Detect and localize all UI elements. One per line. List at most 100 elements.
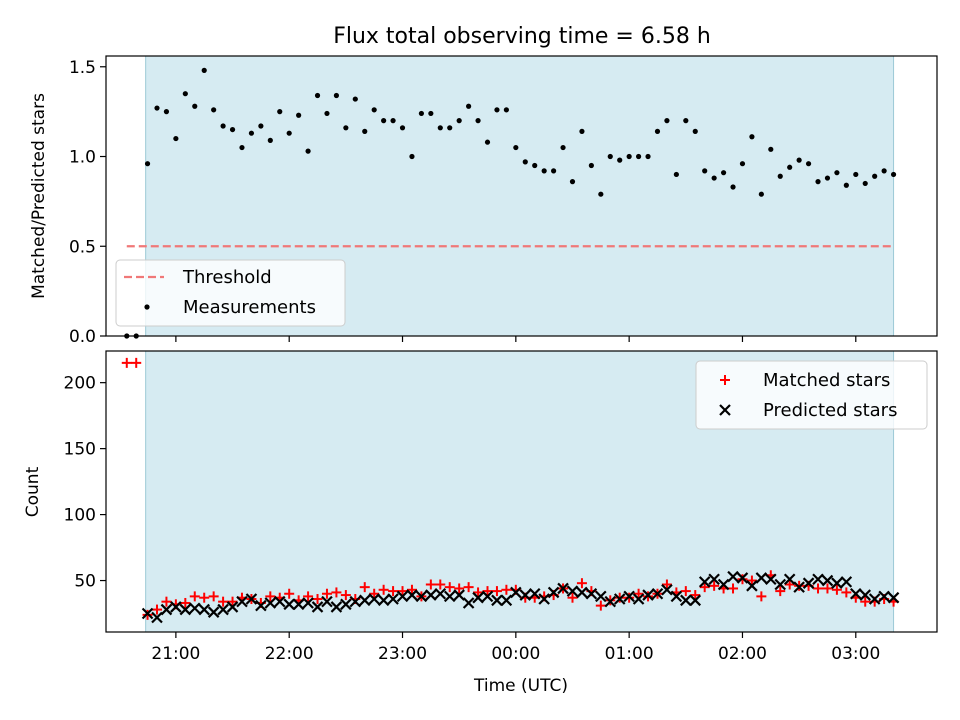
marker-stroke bbox=[566, 585, 579, 597]
predicted-star-point bbox=[727, 570, 739, 583]
matched-star-point bbox=[454, 583, 465, 594]
predicted-star-point bbox=[802, 577, 815, 589]
matched-star-point bbox=[473, 587, 484, 598]
marker-stroke bbox=[868, 593, 881, 605]
predicted-star-point bbox=[500, 594, 513, 607]
marker-stroke bbox=[311, 601, 324, 613]
predicted-star-point bbox=[613, 593, 626, 605]
predicted-star-point bbox=[736, 572, 749, 584]
predicted-star-point bbox=[717, 578, 730, 591]
marker-stroke bbox=[878, 590, 890, 603]
matched-star-point bbox=[265, 591, 276, 602]
matched-star-point bbox=[331, 587, 342, 598]
measurement-point bbox=[352, 96, 358, 102]
predicted-star-point bbox=[746, 580, 758, 592]
predicted-star-point bbox=[642, 589, 654, 601]
measurement-point bbox=[654, 128, 661, 134]
x-axis-title: Time (UTC) bbox=[473, 676, 568, 696]
measurement-point bbox=[711, 175, 717, 181]
predicted-star-point bbox=[453, 589, 465, 601]
matched-star-point bbox=[841, 587, 852, 598]
measurement-point bbox=[588, 162, 594, 169]
measurement-point bbox=[872, 173, 878, 179]
marker-stroke bbox=[330, 601, 343, 613]
matched-star-point bbox=[121, 357, 132, 368]
x-tick-label: 00:00 bbox=[491, 644, 540, 664]
predicted-star-point bbox=[358, 594, 371, 607]
measurement-point bbox=[456, 118, 462, 124]
predicted-star-point bbox=[302, 597, 314, 609]
predicted-star-point bbox=[519, 589, 532, 601]
marker-stroke bbox=[396, 590, 409, 603]
marker-stroke bbox=[462, 597, 475, 609]
measurement-point bbox=[447, 125, 453, 131]
measurement-point bbox=[286, 130, 292, 136]
measurement-point bbox=[314, 92, 321, 99]
marker-stroke bbox=[840, 576, 853, 588]
predicted-star-point bbox=[321, 595, 333, 608]
measurement-point bbox=[173, 135, 179, 142]
y-tick-label: 1.0 bbox=[69, 148, 96, 168]
measurement-point bbox=[182, 91, 188, 97]
legend-label-measurements: Measurements bbox=[183, 297, 316, 318]
marker-stroke bbox=[576, 586, 588, 599]
measurement-point bbox=[466, 103, 472, 109]
predicted-star-point bbox=[434, 587, 447, 600]
predicted-star-point bbox=[680, 594, 692, 607]
predicted-star-point bbox=[292, 598, 305, 611]
matched-star-point bbox=[567, 592, 578, 603]
measurement-point bbox=[220, 123, 226, 129]
marker-stroke bbox=[472, 591, 484, 604]
predicted-star-point bbox=[472, 591, 484, 604]
marker-stroke bbox=[273, 595, 286, 608]
marker-stroke bbox=[859, 589, 872, 601]
marker-stroke bbox=[387, 593, 399, 605]
marker-stroke bbox=[680, 594, 692, 607]
predicted-star-point bbox=[510, 586, 522, 599]
measurement-point bbox=[522, 159, 528, 165]
predicted-star-point bbox=[273, 595, 286, 608]
predicted-star-point bbox=[576, 586, 588, 599]
marker-stroke bbox=[783, 573, 796, 586]
matched-star-point bbox=[576, 578, 587, 589]
predicted-star-point bbox=[868, 593, 881, 605]
predicted-star-point bbox=[207, 606, 220, 618]
y-axis-title-count: Count bbox=[23, 466, 43, 517]
measurement-point bbox=[381, 118, 387, 124]
marker-stroke bbox=[736, 572, 749, 584]
chart-title: Flux total observing time = 6.58 h bbox=[333, 24, 711, 49]
marker-stroke bbox=[170, 601, 182, 613]
predicted-star-point bbox=[774, 578, 787, 591]
measurement-point bbox=[229, 126, 236, 133]
matched-star-point bbox=[661, 579, 672, 590]
marker-stroke bbox=[670, 590, 683, 603]
predicted-star-point bbox=[217, 603, 229, 616]
predicted-star-point bbox=[812, 573, 824, 586]
measurement-point bbox=[569, 179, 576, 185]
matched-star-point bbox=[813, 583, 824, 594]
marker-stroke bbox=[755, 572, 768, 584]
predicted-star-point bbox=[462, 597, 475, 609]
predicted-star-point bbox=[793, 581, 805, 593]
y-tick-label: 50 bbox=[74, 572, 96, 592]
predicted-star-point bbox=[311, 601, 324, 613]
marker-stroke bbox=[349, 595, 362, 608]
marker-stroke bbox=[415, 590, 428, 603]
marker-stroke bbox=[207, 606, 220, 618]
measurement-point bbox=[409, 153, 415, 160]
plot-frame bbox=[105, 55, 938, 337]
predicted-star-point bbox=[698, 576, 711, 588]
marker-stroke bbox=[642, 589, 654, 601]
x-tick-label: 21:00 bbox=[151, 644, 200, 664]
measurement-point bbox=[239, 144, 245, 151]
marker-stroke bbox=[179, 603, 192, 616]
matched-star-point bbox=[199, 592, 210, 603]
marker-stroke bbox=[585, 587, 598, 600]
matched-star-point bbox=[746, 575, 757, 586]
marker-stroke bbox=[538, 593, 550, 605]
predicted-star-point bbox=[481, 590, 494, 603]
predicted-star-point bbox=[264, 597, 277, 609]
marker-stroke bbox=[198, 603, 210, 616]
y-axis-title-ratio: Matched/Predicted stars bbox=[29, 93, 49, 299]
measurement-point bbox=[144, 161, 151, 167]
